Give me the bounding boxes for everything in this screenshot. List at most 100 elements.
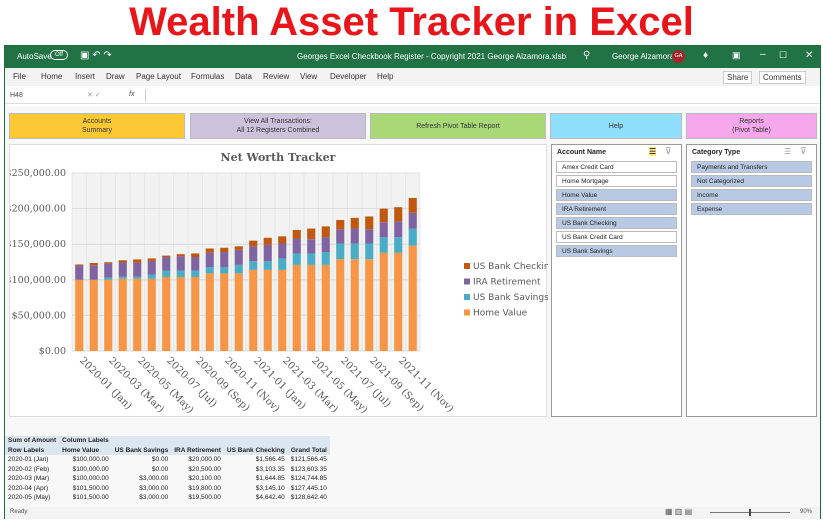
bar-home-value[interactable] xyxy=(278,269,287,351)
pivot-cell[interactable]: $0.00 xyxy=(151,456,169,464)
macro-button-2[interactable]: Refresh Pivot Table Report xyxy=(370,113,546,139)
bar-us-bank-checking[interactable] xyxy=(191,253,200,258)
bar-us-bank-checking[interactable] xyxy=(147,258,156,261)
bar-home-value[interactable] xyxy=(191,276,200,351)
bar-us-bank-checking[interactable] xyxy=(350,217,359,229)
bar-us-bank-checking[interactable] xyxy=(263,237,272,245)
bar-ira-retirement[interactable] xyxy=(191,257,200,271)
bar-ira-retirement[interactable] xyxy=(75,265,84,280)
pivot-cell[interactable]: 2020-01 (Jan) xyxy=(8,456,49,464)
menu-help[interactable]: Help xyxy=(377,72,394,81)
slicer-item[interactable]: US Bank Credit Card xyxy=(556,231,677,243)
bar-home-value[interactable] xyxy=(249,269,258,351)
pivot-cell[interactable]: $100,000.00 xyxy=(72,475,109,483)
pivot-cell[interactable]: $0.00 xyxy=(151,465,169,473)
pivot-cell[interactable]: $1,566.45 xyxy=(255,456,285,464)
bar-us-bank-savings[interactable] xyxy=(321,252,330,265)
pivot-cell[interactable]: $20,100.00 xyxy=(188,475,221,483)
minimize-icon[interactable]: – xyxy=(760,49,766,60)
bar-us-bank-checking[interactable] xyxy=(365,216,374,230)
bar-ira-retirement[interactable] xyxy=(394,221,403,238)
bar-us-bank-savings[interactable] xyxy=(350,243,359,260)
bar-home-value[interactable] xyxy=(104,279,113,351)
pivot-cell[interactable]: $127,445.10 xyxy=(290,484,327,492)
share-button[interactable]: Share xyxy=(723,71,753,84)
bar-us-bank-checking[interactable] xyxy=(89,262,98,266)
pivot-cell[interactable]: $100,000.00 xyxy=(72,456,109,464)
bar-ira-retirement[interactable] xyxy=(89,265,98,280)
bar-us-bank-checking[interactable] xyxy=(162,255,171,258)
bar-us-bank-checking[interactable] xyxy=(104,262,113,264)
bar-ira-retirement[interactable] xyxy=(249,246,258,262)
pivot-cell[interactable]: $124,744.85 xyxy=(290,475,327,483)
pivot-cell[interactable]: 2020-04 (Apr) xyxy=(8,484,49,492)
clear-filter-icon[interactable]: ⊽ xyxy=(665,146,672,156)
pivot-cell[interactable]: $3,000.00 xyxy=(139,494,169,502)
menu-insert[interactable]: Insert xyxy=(75,72,96,81)
bar-home-value[interactable] xyxy=(408,245,417,351)
comments-button[interactable]: Comments xyxy=(759,71,806,84)
bar-us-bank-savings[interactable] xyxy=(118,276,127,279)
bar-ira-retirement[interactable] xyxy=(263,244,272,262)
bar-us-bank-savings[interactable] xyxy=(133,276,142,279)
bar-home-value[interactable] xyxy=(118,278,127,351)
bar-ira-retirement[interactable] xyxy=(278,243,287,259)
bar-ira-retirement[interactable] xyxy=(292,238,301,254)
pivot-cell[interactable]: $100,000.00 xyxy=(72,465,109,473)
pivot-cell[interactable]: $101,500.00 xyxy=(72,494,109,502)
bar-ira-retirement[interactable] xyxy=(104,263,113,278)
pivot-cell[interactable]: $128,642.40 xyxy=(290,494,327,502)
pivot-cell[interactable]: $20,500.00 xyxy=(188,465,221,473)
bar-us-bank-savings[interactable] xyxy=(263,261,272,270)
bar-us-bank-checking[interactable] xyxy=(278,236,287,244)
save-icon[interactable]: ▣ ↶ ↷ xyxy=(80,50,112,61)
pivot-cell[interactable]: 2020-05 (May) xyxy=(8,494,51,502)
bar-home-value[interactable] xyxy=(263,269,272,351)
pivot-cell[interactable]: $19,500.00 xyxy=(188,494,221,502)
pivot-cell[interactable]: $3,145.10 xyxy=(255,484,285,492)
multi-select-icon[interactable]: ☰ xyxy=(649,147,657,156)
bar-home-value[interactable] xyxy=(394,252,403,351)
bar-us-bank-checking[interactable] xyxy=(336,219,345,230)
bar-ira-retirement[interactable] xyxy=(307,239,316,254)
pivot-cell[interactable]: $121,566.45 xyxy=(290,456,327,464)
slicer-item[interactable]: US Bank Savings xyxy=(556,245,677,257)
bar-ira-retirement[interactable] xyxy=(321,237,330,253)
bar-home-value[interactable] xyxy=(234,273,243,351)
pivot-cell[interactable]: $101,500.00 xyxy=(72,484,109,492)
bar-home-value[interactable] xyxy=(176,276,185,351)
bar-ira-retirement[interactable] xyxy=(205,252,214,267)
macro-button-1[interactable]: View All Transactions: All 12 Registers C… xyxy=(190,113,366,139)
bar-ira-retirement[interactable] xyxy=(133,262,142,277)
bar-ira-retirement[interactable] xyxy=(350,228,359,244)
view-icons[interactable]: ▦ ▥ ▤ xyxy=(665,507,693,516)
pivot-cell[interactable]: 2020-02 (Feb) xyxy=(8,465,50,473)
bar-home-value[interactable] xyxy=(133,278,142,351)
bar-home-value[interactable] xyxy=(336,259,345,351)
menu-draw[interactable]: Draw xyxy=(106,72,125,81)
maximize-icon[interactable]: ☐ xyxy=(779,50,788,60)
bar-home-value[interactable] xyxy=(292,264,301,351)
bar-ira-retirement[interactable] xyxy=(408,212,417,229)
ribbon-display-icon[interactable]: ▣ xyxy=(732,50,741,60)
bar-us-bank-savings[interactable] xyxy=(249,261,258,270)
slicer-item[interactable]: Income xyxy=(691,189,812,201)
clear-filter-icon[interactable]: ⊽ xyxy=(800,146,807,156)
bar-us-bank-savings[interactable] xyxy=(292,253,301,265)
macro-button-4[interactable]: Reports (Pivot Table) xyxy=(686,113,817,139)
slicer-item[interactable]: Amex Credit Card xyxy=(556,161,677,173)
macro-button-0[interactable]: Accounts Summary xyxy=(9,113,185,139)
bar-us-bank-checking[interactable] xyxy=(220,247,229,253)
slicer-item[interactable]: Not Categorized xyxy=(691,175,812,187)
pivot-cell[interactable]: $3,103.35 xyxy=(255,465,285,473)
bar-us-bank-checking[interactable] xyxy=(133,259,142,263)
bar-us-bank-savings[interactable] xyxy=(278,258,287,270)
diamond-icon[interactable]: ♦ xyxy=(703,50,709,61)
bar-us-bank-checking[interactable] xyxy=(307,228,316,240)
net-worth-chart[interactable]: $0.00 $50,000.00 $100,000.00 $150,000.00 $20… xyxy=(6,144,555,417)
slicer-item[interactable]: Home Value xyxy=(556,189,677,201)
pivot-header[interactable]: Column Labels xyxy=(59,436,112,446)
macro-button-3[interactable]: Help xyxy=(550,113,682,139)
pivot-column-header[interactable]: Row Labels xyxy=(5,445,60,455)
autosave-toggle[interactable]: Off xyxy=(50,50,68,60)
